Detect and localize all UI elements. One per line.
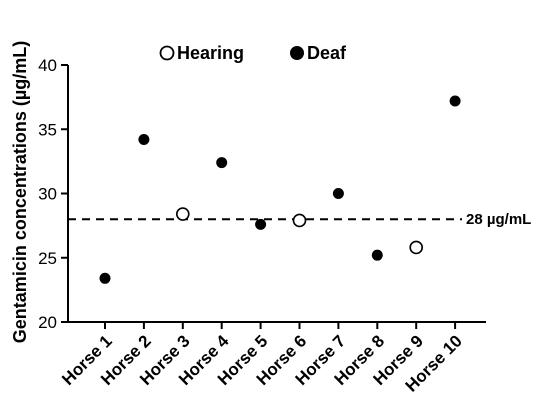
- data-point-deaf: [216, 157, 228, 169]
- y-axis-title: Gentamicin concentrations (µg/mL): [10, 41, 30, 343]
- data-point-hearing: [409, 240, 424, 255]
- data-point-deaf: [449, 95, 461, 107]
- reference-line-group: 28 µg/mL: [68, 211, 531, 228]
- data-point-deaf: [371, 249, 383, 261]
- reference-line-label: 28 µg/mL: [466, 211, 531, 228]
- data-points: [99, 95, 461, 284]
- legend-marker-hearing: [159, 45, 175, 61]
- y-tick-label: 40: [38, 56, 57, 75]
- y-tick-label: 30: [38, 185, 57, 204]
- y-tick-label: 25: [38, 249, 57, 268]
- legend-marker-deaf: [290, 46, 304, 60]
- legend-label-deaf: Deaf: [307, 43, 347, 63]
- y-tick-label: 35: [38, 120, 57, 139]
- legend-label-hearing: Hearing: [177, 43, 244, 63]
- data-point-hearing: [176, 207, 190, 221]
- data-point-deaf: [99, 272, 111, 284]
- y-tick-label: 20: [38, 313, 57, 332]
- legend: Hearing Deaf: [159, 43, 347, 63]
- axes: [67, 65, 486, 323]
- data-point-hearing: [292, 213, 307, 228]
- data-point-deaf: [255, 218, 267, 230]
- data-point-deaf: [138, 134, 150, 146]
- y-ticks: 20 25 30 35 40: [38, 56, 68, 332]
- data-point-deaf: [332, 188, 344, 199]
